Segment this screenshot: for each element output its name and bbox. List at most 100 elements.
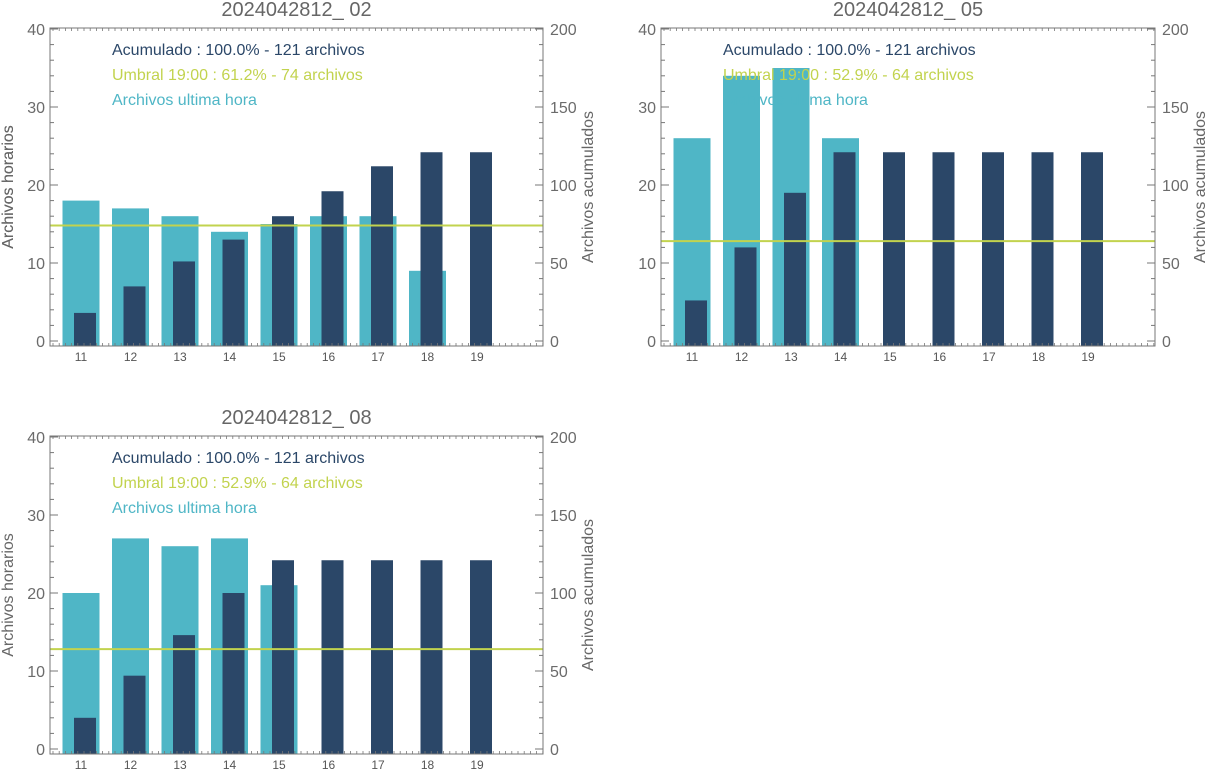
x-tick-label-14: 14 — [223, 758, 237, 771]
right-axis-label: Archivos acumulados — [1192, 111, 1206, 263]
bar-accumulated-16 — [321, 560, 344, 754]
legend-entry-1: Acumulado : 100.0% - 121 archivos — [112, 42, 365, 59]
x-tick-label-12: 12 — [124, 350, 138, 364]
bar-accumulated-19 — [470, 560, 492, 754]
bar-accumulated-13 — [173, 261, 195, 346]
left-axis-label: Archivos horarios — [0, 125, 17, 249]
left-tick-label-30: 30 — [27, 508, 45, 525]
chart-panel-1: 2024042812_ 02 0 10 20 30 40 0 50 100 150 200 11 12 1… — [0, 0, 597, 364]
bar-accumulated-19 — [470, 152, 492, 346]
bar-accumulated-18 — [420, 152, 443, 346]
x-tick-label-16: 16 — [322, 758, 336, 771]
legend-entry-3: Archivos ultima hora — [723, 92, 868, 109]
legend-entry-2: Umbral 19:00 : 52.9% - 64 archivos — [112, 475, 363, 492]
left-tick-label-20: 20 — [27, 586, 45, 603]
right-tick-label-50: 50 — [550, 256, 568, 273]
x-tick-label-15: 15 — [272, 350, 286, 364]
chart-panel-3: 2024042812_ 08 0 10 20 30 40 0 50 100 150 200 11 12 1… — [0, 407, 597, 771]
x-tick-label-17: 17 — [371, 758, 385, 771]
bar-accumulated-14 — [222, 593, 245, 754]
chart-title: 2024042812_ 08 — [221, 407, 371, 429]
right-axis-label: Archivos acumulados — [580, 111, 597, 263]
left-tick-label-30: 30 — [638, 100, 656, 117]
bar-accumulated-12 — [734, 247, 757, 346]
bar-accumulated-15 — [272, 216, 294, 346]
right-tick-label-50: 50 — [1162, 256, 1180, 273]
legend-entry-2: Umbral 19:00 : 61.2% - 74 archivos — [112, 67, 363, 84]
right-tick-label-200: 200 — [1162, 22, 1189, 39]
legend-entry-1: Acumulado : 100.0% - 121 archivos — [112, 450, 365, 467]
x-tick-label-16: 16 — [322, 350, 336, 364]
right-tick-label-100: 100 — [1162, 178, 1189, 195]
bar-accumulated-16 — [932, 152, 955, 346]
right-tick-label-0: 0 — [1162, 334, 1171, 351]
x-tick-label-17: 17 — [982, 350, 996, 364]
x-tick-label-11: 11 — [75, 758, 88, 771]
left-tick-label-10: 10 — [638, 256, 656, 273]
x-tick-label-19: 19 — [1081, 350, 1095, 364]
bar-accumulated-17 — [982, 152, 1004, 346]
right-tick-label-100: 100 — [550, 178, 577, 195]
x-tick-label-18: 18 — [421, 350, 435, 364]
x-tick-label-12: 12 — [735, 350, 749, 364]
x-tick-label-13: 13 — [173, 758, 187, 771]
bar-accumulated-17 — [371, 166, 393, 346]
x-tick-label-19: 19 — [470, 350, 484, 364]
x-tick-label-18: 18 — [421, 758, 435, 771]
x-tick-label-15: 15 — [272, 758, 286, 771]
left-axis-label: Archivos horarios — [0, 125, 17, 249]
right-axis-label: Archivos acumulados — [580, 519, 597, 671]
bar-accumulated-13 — [784, 192, 806, 346]
x-tick-label-16: 16 — [933, 350, 947, 364]
left-tick-label-0: 0 — [647, 334, 656, 351]
x-tick-label-12: 12 — [124, 758, 138, 771]
left-tick-label-30: 30 — [27, 100, 45, 117]
x-tick-label-11: 11 — [75, 350, 88, 364]
chart-title: 2024042812_ 05 — [833, 0, 983, 21]
x-tick-label-14: 14 — [223, 350, 237, 364]
right-tick-label-200: 200 — [550, 430, 577, 447]
legend-entry-3: Archivos ultima hora — [112, 92, 257, 109]
right-tick-label-0: 0 — [550, 742, 559, 759]
x-tick-label-18: 18 — [1032, 350, 1046, 364]
plot-frame — [49, 27, 544, 347]
chart-title: 2024042812_ 02 — [221, 0, 371, 21]
x-tick-label-14: 14 — [834, 350, 848, 364]
x-tick-label-15: 15 — [883, 350, 897, 364]
x-tick-label-19: 19 — [470, 758, 484, 771]
right-tick-label-0: 0 — [550, 334, 559, 351]
right-tick-label-150: 150 — [1162, 100, 1189, 117]
left-tick-label-10: 10 — [27, 664, 45, 681]
left-axis-label: Archivos horarios — [0, 533, 17, 657]
x-tick-label-13: 13 — [784, 350, 798, 364]
left-tick-label-40: 40 — [27, 22, 45, 39]
bar-accumulated-17 — [371, 560, 393, 754]
x-tick-label-17: 17 — [371, 350, 385, 364]
bar-accumulated-11 — [685, 300, 707, 346]
x-tick-label-13: 13 — [173, 350, 187, 364]
left-tick-label-0: 0 — [36, 334, 45, 351]
right-tick-label-150: 150 — [550, 508, 577, 525]
x-tick-label-11: 11 — [686, 350, 699, 364]
bar-accumulated-12 — [123, 286, 146, 346]
legend-entry-1: Acumulado : 100.0% - 121 archivos — [723, 42, 976, 59]
plot-frame — [49, 435, 544, 755]
left-tick-label-20: 20 — [27, 178, 45, 195]
left-tick-label-40: 40 — [27, 430, 45, 447]
right-tick-label-150: 150 — [550, 100, 577, 117]
left-tick-label-10: 10 — [27, 256, 45, 273]
right-tick-label-200: 200 — [550, 22, 577, 39]
bar-accumulated-14 — [833, 152, 856, 346]
bar-accumulated-18 — [420, 560, 443, 754]
bar-accumulated-13 — [173, 635, 195, 754]
bar-accumulated-12 — [123, 675, 146, 754]
right-tick-label-50: 50 — [550, 664, 568, 681]
left-tick-label-0: 0 — [36, 742, 45, 759]
bar-accumulated-15 — [272, 560, 294, 754]
bar-accumulated-19 — [1081, 152, 1103, 346]
left-tick-label-20: 20 — [638, 178, 656, 195]
legend-entry-2: Umbral 19:00 : 52.9% - 64 archivos — [723, 67, 974, 84]
bar-accumulated-18 — [1031, 152, 1054, 346]
right-tick-label-100: 100 — [550, 586, 577, 603]
